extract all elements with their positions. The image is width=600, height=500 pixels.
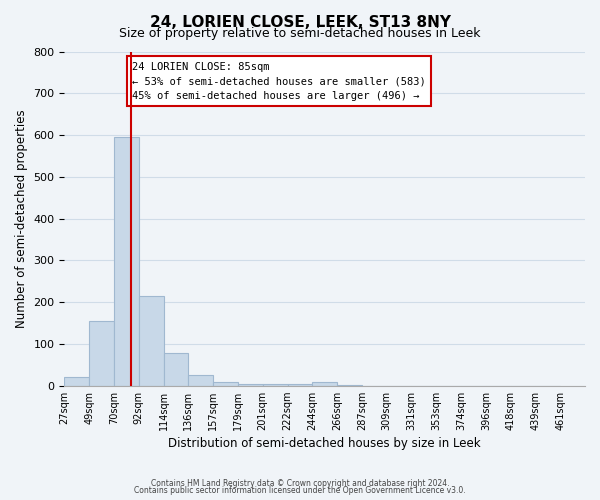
Bar bbox=[313, 382, 337, 386]
X-axis label: Distribution of semi-detached houses by size in Leek: Distribution of semi-detached houses by … bbox=[169, 437, 481, 450]
Bar bbox=[139, 296, 164, 386]
Text: 24, LORIEN CLOSE, LEEK, ST13 8NY: 24, LORIEN CLOSE, LEEK, ST13 8NY bbox=[149, 15, 451, 30]
Y-axis label: Number of semi-detached properties: Number of semi-detached properties bbox=[15, 110, 28, 328]
Bar bbox=[89, 321, 114, 386]
Text: Contains public sector information licensed under the Open Government Licence v3: Contains public sector information licen… bbox=[134, 486, 466, 495]
Text: Contains HM Land Registry data © Crown copyright and database right 2024.: Contains HM Land Registry data © Crown c… bbox=[151, 478, 449, 488]
Bar bbox=[287, 384, 313, 386]
Text: Size of property relative to semi-detached houses in Leek: Size of property relative to semi-detach… bbox=[119, 28, 481, 40]
Bar bbox=[188, 376, 213, 386]
Bar bbox=[337, 385, 362, 386]
Bar bbox=[263, 384, 287, 386]
Bar bbox=[213, 382, 238, 386]
Bar bbox=[114, 137, 139, 386]
Bar bbox=[164, 353, 188, 386]
Bar bbox=[238, 384, 263, 386]
Text: 24 LORIEN CLOSE: 85sqm
← 53% of semi-detached houses are smaller (583)
45% of se: 24 LORIEN CLOSE: 85sqm ← 53% of semi-det… bbox=[132, 62, 426, 101]
Bar bbox=[64, 378, 89, 386]
